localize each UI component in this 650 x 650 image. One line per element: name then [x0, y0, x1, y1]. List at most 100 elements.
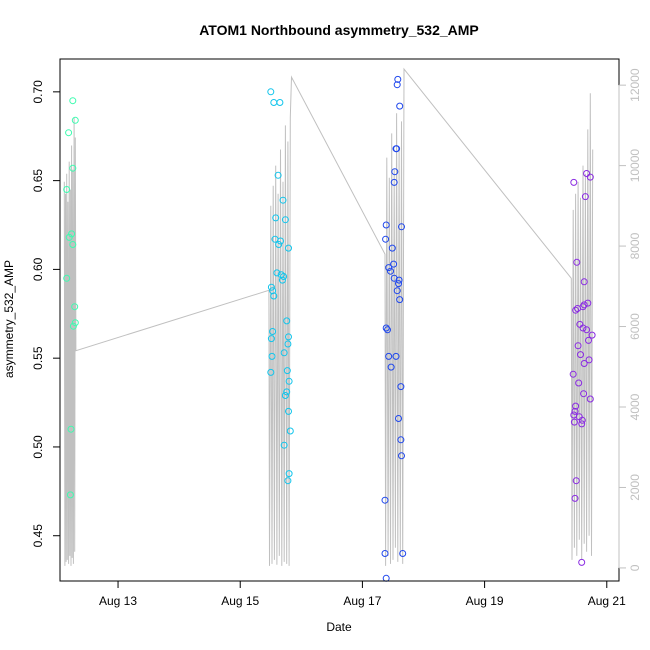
line-series-layer [63, 67, 594, 566]
y-axis-left: 0.45 0.50 0.55 0.60 0.65 0.70 [31, 80, 61, 548]
data-point-s1-3 [274, 171, 282, 179]
data-point-s0-3 [68, 230, 76, 238]
points-layer [63, 75, 596, 582]
data-point-s2-17 [393, 287, 401, 295]
data-point-s1-1 [270, 99, 278, 106]
data-point-s2-13 [387, 267, 394, 275]
data-point-s2-6 [390, 178, 398, 186]
data-point-s3-4 [573, 258, 581, 266]
data-point-s1-4 [279, 196, 287, 204]
data-point-s3-15 [585, 336, 592, 344]
data-point-s1-31 [286, 427, 294, 435]
data-point-s0-11 [69, 322, 77, 330]
y2-tick-label-6: 12000 [628, 68, 642, 102]
data-point-s3-0 [583, 170, 591, 177]
x-tick-label-0: Aug 13 [99, 594, 137, 608]
data-point-s0-9 [71, 303, 79, 311]
data-point-s2-0 [394, 75, 402, 83]
data-point-s3-9 [574, 305, 581, 312]
data-point-s1-33 [285, 470, 293, 478]
data-point-s2-18 [396, 296, 404, 304]
x-tick-label-2: Aug 17 [343, 594, 381, 608]
y2-tick-label-5: 10000 [628, 149, 642, 183]
data-point-s3-29 [570, 418, 578, 426]
data-point-s0-8 [69, 241, 77, 248]
data-point-s0-7 [71, 116, 79, 124]
y-tick-label-0: 0.45 [31, 524, 45, 548]
data-point-s2-14 [395, 276, 403, 284]
y-axis-right: 0 2000 4000 6000 8000 10000 12000 [618, 68, 642, 571]
data-point-s1-32 [280, 441, 288, 449]
y2-tick-label-4: 8000 [628, 232, 642, 259]
data-point-s1-16 [269, 287, 277, 295]
data-point-s3-14 [588, 331, 596, 339]
data-point-s1-9 [275, 241, 283, 248]
data-point-s3-31 [572, 477, 580, 485]
data-point-s1-25 [267, 368, 275, 376]
data-point-s1-11 [273, 269, 281, 277]
data-point-s1-28 [283, 388, 291, 396]
data-point-s1-13 [280, 273, 288, 280]
y-tick-label-5: 0.70 [31, 80, 45, 104]
y-tick-label-2: 0.55 [31, 346, 45, 370]
x-tick-label-4: Aug 21 [588, 594, 626, 608]
data-point-s0-2 [65, 233, 73, 241]
data-point-s2-30 [399, 550, 407, 557]
data-point-s0-5 [69, 97, 77, 105]
data-point-s1-19 [269, 328, 277, 335]
data-point-s3-22 [580, 390, 588, 398]
data-point-s0-6 [69, 164, 77, 172]
data-point-s1-2 [276, 99, 284, 106]
data-point-s1-5 [272, 214, 280, 222]
data-point-s1-34 [284, 477, 292, 485]
data-point-s1-15 [267, 283, 275, 291]
y-tick-label-1: 0.50 [31, 435, 45, 459]
data-point-s3-12 [579, 324, 587, 332]
data-point-s3-28 [578, 416, 586, 424]
data-point-s1-30 [285, 407, 292, 415]
data-point-s3-2 [570, 178, 578, 186]
data-point-s1-14 [278, 276, 286, 284]
data-point-s1-17 [270, 292, 278, 300]
data-point-s2-15 [390, 274, 398, 282]
data-point-s3-16 [574, 342, 582, 350]
data-point-s2-9 [382, 235, 390, 243]
data-point-s2-11 [390, 260, 398, 268]
grey-line-series [63, 67, 594, 566]
x-tick-label-1: Aug 15 [221, 594, 259, 608]
data-point-s2-16 [395, 280, 402, 288]
data-point-s2-29 [381, 550, 389, 557]
data-point-s0-12 [67, 425, 75, 433]
data-point-s3-33 [578, 558, 586, 566]
data-point-s1-29 [281, 392, 289, 399]
data-point-s0-10 [71, 319, 79, 327]
data-point-s2-26 [397, 436, 405, 444]
y2-tick-label-1: 2000 [628, 474, 642, 501]
data-point-s0-1 [63, 186, 71, 193]
data-point-s1-27 [285, 377, 293, 385]
data-point-s1-0 [267, 88, 275, 96]
data-point-s1-10 [285, 244, 292, 252]
data-point-s2-24 [397, 383, 405, 391]
data-point-s1-8 [277, 237, 284, 245]
data-point-s2-7 [382, 221, 390, 229]
data-point-s3-5 [580, 278, 588, 286]
x-axis: Aug 13 Aug 15 Aug 17 Aug 19 Aug 21 [99, 580, 626, 608]
data-point-s1-22 [284, 340, 292, 348]
data-point-s1-18 [283, 317, 291, 325]
y-tick-label-3: 0.60 [31, 257, 45, 281]
x-axis-label: Date [326, 620, 352, 634]
y2-tick-label-3: 6000 [628, 313, 642, 340]
data-point-s3-24 [572, 402, 580, 410]
data-point-s3-18 [585, 356, 593, 364]
data-point-s1-23 [280, 349, 288, 357]
data-point-s2-12 [385, 264, 393, 272]
data-point-s1-26 [283, 367, 291, 375]
data-point-s2-5 [391, 168, 399, 176]
data-point-s3-21 [575, 379, 583, 387]
data-point-s0-4 [63, 274, 71, 282]
data-point-s3-13 [583, 326, 591, 334]
data-point-s2-1 [393, 81, 401, 89]
data-point-s1-20 [285, 333, 292, 341]
